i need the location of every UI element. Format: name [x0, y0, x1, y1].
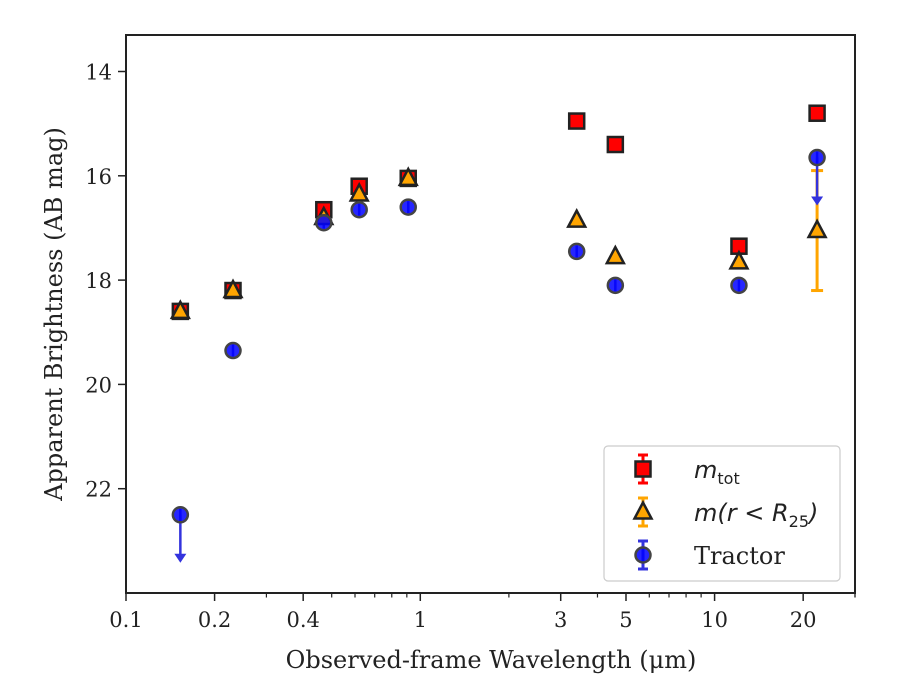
x-axis-label: Observed-frame Wavelength (μm) — [286, 646, 697, 674]
data-point-triangle — [728, 249, 750, 270]
data-point-circle — [399, 198, 417, 216]
legend-label: m(r < R25) — [694, 499, 818, 531]
data-point-square — [606, 135, 625, 154]
y-axis-label: Apparent Brightness (AB mag) — [40, 127, 68, 502]
data-point-triangle — [566, 207, 588, 228]
data-point-triangle — [222, 278, 244, 299]
x-tick-label: 3 — [554, 608, 567, 632]
x-tick-label: 0.1 — [109, 608, 142, 632]
data-point-circle — [171, 506, 190, 524]
data-point-square — [808, 104, 826, 122]
x-tick-label: 0.4 — [286, 608, 319, 632]
data-point-square — [567, 112, 586, 130]
upper-limit-arrowhead — [811, 196, 824, 206]
data-point-triangle — [397, 166, 419, 187]
x-tick-label: 5 — [619, 608, 632, 632]
legend-marker-triangle — [632, 499, 654, 520]
legend-marker-square — [634, 460, 652, 478]
y-tick-label: 22 — [85, 478, 112, 502]
x-tick-label: 20 — [790, 608, 817, 632]
data-point-circle — [224, 341, 242, 360]
plot-frame — [125, 34, 856, 594]
upper-limit-arrowhead — [174, 553, 187, 563]
data-point-circle — [730, 276, 748, 295]
data-point-circle — [808, 148, 826, 167]
y-tick-label: 20 — [85, 373, 112, 397]
data-point-triangle — [604, 244, 626, 265]
data-point-circle — [350, 200, 368, 219]
y-tick-label: 16 — [85, 165, 112, 189]
legend-box — [603, 445, 841, 582]
x-tick-label: 10 — [701, 608, 728, 632]
data-point-circle — [315, 213, 333, 232]
data-point-triangle — [348, 181, 370, 202]
data-point-triangle — [169, 299, 191, 320]
x-tick-label: 0.2 — [198, 608, 231, 632]
data-point-circle — [567, 242, 586, 261]
legend-label: Tractor — [694, 542, 785, 570]
data-point-triangle — [806, 218, 828, 239]
y-tick-label: 14 — [85, 61, 112, 85]
legend-marker-circle — [634, 546, 652, 564]
markers-layer — [169, 104, 828, 524]
legend-label: mtot — [694, 456, 740, 488]
legend: mtot m(r < R25) Tractor — [603, 445, 841, 582]
ticks-layer: 0.1 0.2 0.4 1 3 5 10 20 14 16 18 20 22 — [85, 61, 856, 632]
y-tick-label: 18 — [85, 269, 112, 293]
x-tick-label: 1 — [414, 608, 427, 632]
data-point-circle — [606, 276, 625, 295]
